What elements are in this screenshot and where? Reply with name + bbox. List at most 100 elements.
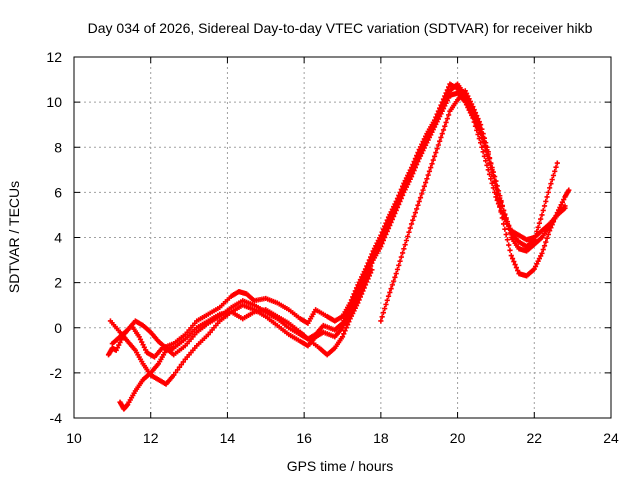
data-point <box>507 247 513 253</box>
data-point <box>499 202 505 209</box>
x-tick-label: 18 <box>373 430 389 446</box>
data-point <box>443 119 449 126</box>
data-point <box>470 108 476 114</box>
data-point <box>538 216 544 222</box>
data-point <box>397 258 403 264</box>
data-point <box>347 316 353 322</box>
data-point <box>416 153 422 159</box>
data-point <box>420 144 426 150</box>
data-point <box>506 225 512 232</box>
y-tick-label: 2 <box>54 275 62 291</box>
data-point <box>480 134 486 141</box>
x-tick-label: 20 <box>450 430 466 446</box>
data-point <box>412 161 418 167</box>
data-point <box>380 310 387 316</box>
data-point <box>547 185 553 191</box>
data-point <box>420 187 426 193</box>
data-point <box>446 90 452 97</box>
data-point <box>341 318 347 324</box>
data-point <box>394 266 401 273</box>
data-point <box>411 164 417 170</box>
data-point <box>433 149 439 156</box>
data-point <box>430 157 436 163</box>
data-point <box>405 233 411 239</box>
data-point <box>375 243 381 249</box>
data-point <box>369 257 375 264</box>
x-tick-label: 14 <box>220 430 236 446</box>
data-point <box>543 239 549 245</box>
x-axis-title: GPS time / hours <box>287 458 394 474</box>
chart-title: Day 034 of 2026, Sidereal Day-to-day VTE… <box>88 20 593 36</box>
data-point <box>493 178 499 184</box>
data-point <box>357 283 363 289</box>
data-point <box>392 205 398 212</box>
data-point <box>382 228 388 234</box>
data-point <box>485 151 491 157</box>
data-point <box>531 266 537 272</box>
data-point <box>481 153 488 159</box>
data-point <box>406 229 412 235</box>
data-point <box>439 104 445 110</box>
data-point <box>368 270 374 276</box>
data-point <box>557 204 563 211</box>
data-point <box>484 162 490 168</box>
data-point <box>137 336 144 343</box>
data-point <box>415 202 421 208</box>
data-point <box>421 183 427 189</box>
data-point <box>503 216 509 223</box>
data-point <box>398 254 404 260</box>
data-point <box>439 131 445 137</box>
data-point <box>474 117 480 123</box>
data-point <box>548 181 554 187</box>
data-point <box>486 155 493 162</box>
data-point <box>534 261 540 267</box>
data-point <box>417 195 424 201</box>
data-point <box>345 322 351 328</box>
data-point <box>469 105 475 112</box>
data-point <box>462 92 468 98</box>
data-point <box>401 246 407 252</box>
data-point <box>492 173 498 180</box>
data-point <box>538 253 544 259</box>
data-point <box>479 144 485 150</box>
data-point <box>362 282 369 288</box>
series-track-1 <box>105 81 560 360</box>
data-point <box>539 212 545 218</box>
data-point <box>350 310 356 317</box>
data-point <box>408 221 415 227</box>
data-point <box>497 193 503 199</box>
data-point <box>433 119 439 125</box>
data-point <box>384 222 390 228</box>
x-tick-label: 22 <box>526 430 542 446</box>
data-point <box>408 169 415 175</box>
data-point <box>351 296 357 303</box>
data-point <box>342 315 348 321</box>
data-point <box>407 172 413 178</box>
data-point <box>437 138 443 144</box>
data-point <box>539 250 545 256</box>
data-point <box>360 288 366 294</box>
data-point <box>498 198 504 204</box>
data-point <box>550 172 557 179</box>
data-point <box>353 291 360 297</box>
data-point <box>540 246 546 253</box>
data-point <box>466 100 472 106</box>
data-point <box>396 197 402 203</box>
data-point <box>549 176 555 183</box>
y-axis-title: SDTVAR / TECUs <box>6 181 22 293</box>
data-point <box>419 147 425 153</box>
data-point <box>467 103 473 109</box>
data-point <box>477 126 484 132</box>
data-point <box>391 278 397 284</box>
data-point <box>536 220 542 226</box>
data-point <box>403 237 410 244</box>
data-point <box>490 169 496 175</box>
data-point <box>541 243 548 249</box>
data-point <box>356 286 362 292</box>
data-point <box>562 205 568 211</box>
data-point <box>417 150 424 156</box>
data-point <box>350 299 356 305</box>
data-point <box>488 160 494 166</box>
data-point <box>348 302 355 308</box>
